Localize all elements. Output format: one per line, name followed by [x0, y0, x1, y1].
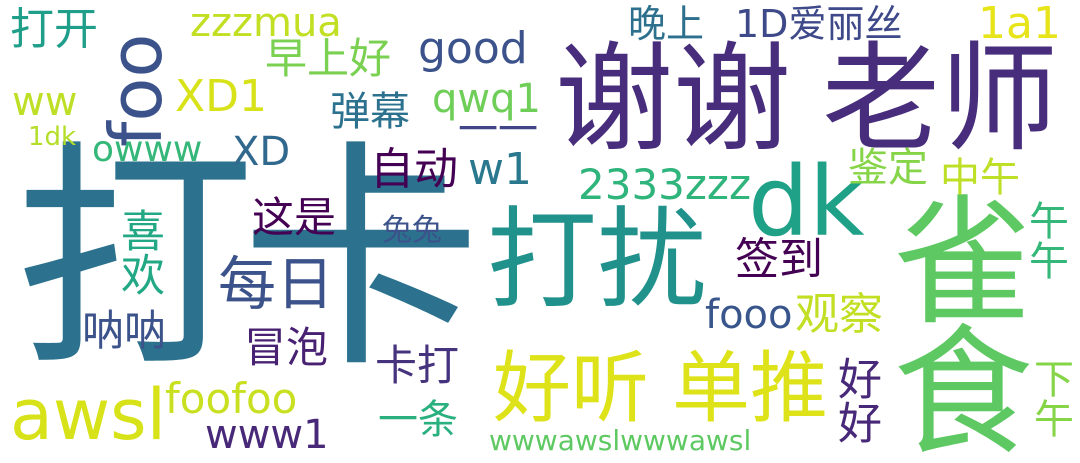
word-w1: w1 — [468, 144, 532, 195]
word-dk: dk — [748, 146, 865, 258]
word-xiawu: 下午 — [1027, 358, 1073, 438]
word-zaoshanghao: 早上好 — [265, 34, 392, 83]
word-owww: owww — [92, 129, 203, 170]
word-ww: ww — [12, 79, 78, 125]
word-nana: 呐呐 — [82, 306, 167, 355]
word-wwwawsl: wwwawslwwwawsl — [489, 424, 752, 457]
word-zidong: 自动 — [370, 144, 458, 195]
word-yitiao: 一条 — [378, 397, 458, 443]
word-wanshang: 晚上 — [628, 2, 705, 46]
word-daka: 打卡 — [15, 120, 481, 400]
word-danmu: 弹幕 — [330, 89, 410, 135]
word-foofoo: foofoo — [165, 374, 298, 423]
word-guancha: 观察 — [795, 289, 883, 340]
word-xd: XD — [232, 129, 291, 175]
word-zheshi: 这是 — [252, 193, 337, 242]
word-awsl: awsl — [10, 374, 167, 456]
word-haohao: 好好 — [830, 356, 881, 444]
word-meiri: 每日 — [218, 250, 335, 318]
word-xihuan: 喜欢 — [113, 208, 164, 296]
word-2333zzz: 2333zzz — [578, 160, 752, 209]
word-qwq1: qwq1 — [432, 76, 541, 122]
word-dakai: 打开 — [10, 4, 98, 55]
word-wuwu: 午午 — [1022, 200, 1068, 280]
word-jianding: 鉴定 — [848, 145, 928, 191]
word-fooo: fooo — [705, 292, 793, 338]
word-haoting: 好听 — [493, 344, 650, 434]
word-1dk: 1dk — [28, 122, 77, 152]
word-dash: 一一 — [458, 107, 538, 153]
word-www1: www1 — [205, 412, 329, 458]
word-qiandao: 签到 — [735, 234, 823, 285]
word-maopao: 冒泡 — [244, 323, 329, 372]
word-zhongwu: 中午 — [940, 155, 1020, 201]
word-xd1: XD1 — [175, 71, 268, 122]
word-dantui: 单推 — [672, 344, 829, 434]
word-tutu: 兔兔 — [382, 213, 442, 248]
word-darao: 打扰 — [487, 196, 707, 324]
word-good: good — [418, 23, 528, 74]
word-1d-alice: 1D爱丽丝 — [735, 2, 903, 46]
word-queshi: 雀食 — [869, 188, 1032, 448]
word-1a1: 1a1 — [978, 0, 1061, 49]
word-xiexie: 谢谢 — [555, 30, 792, 168]
word-kada: 卡打 — [375, 341, 460, 390]
word-laoshi: 老师 — [822, 30, 1059, 168]
word-zzzmua: zzzmua — [190, 0, 342, 46]
